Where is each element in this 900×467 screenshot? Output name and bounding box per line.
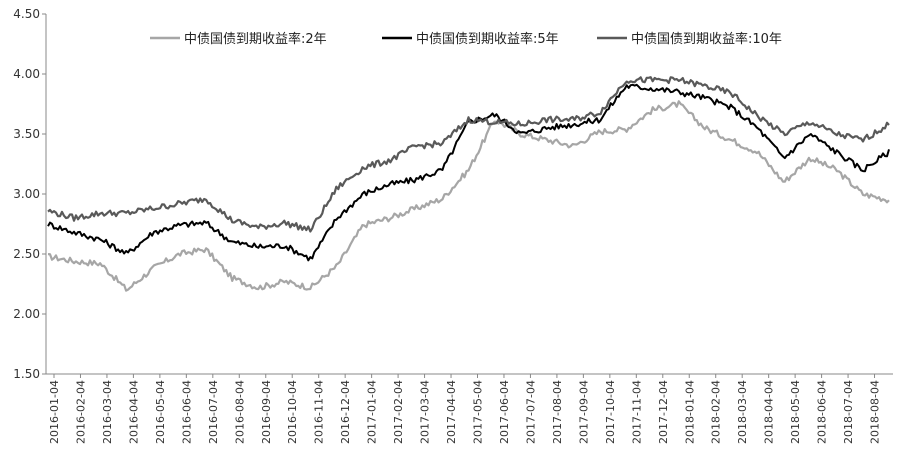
y-tick-label: 2.50 [13,247,40,261]
x-tick-label: 2016-08-04 [233,380,246,444]
x-tick-label: 2017-07-04 [524,380,537,444]
x-tick-label: 2018-05-04 [789,380,802,444]
y-tick-label: 4.00 [13,67,40,81]
y-tick-label: 2.00 [13,307,40,321]
x-tick-label: 2016-12-04 [339,380,352,444]
legend: 中债国债到期收益率:2年 中债国债到期收益率:5年 中债国债到期收益率:10年 [150,31,782,47]
x-tick-label: 2016-02-04 [74,380,87,444]
x-tick-label: 2018-01-04 [683,380,696,444]
x-tick-label: 2017-05-04 [472,380,485,444]
x-tick-labels: 2016-01-04 2016-02-04 2016-03-04 2016-04-04… [48,380,882,444]
x-tick-label: 2016-07-04 [207,380,220,444]
y-tick-label: 3.50 [13,127,40,141]
x-tick-label: 2017-08-04 [551,380,564,444]
legend-label-1: 中债国债到期收益率:2年 [184,31,327,47]
y-tick-labels: 1.50 2.00 2.50 3.00 3.50 4.00 4.50 [13,7,40,381]
x-tick-label: 2017-12-04 [657,380,670,444]
x-tick-label: 2016-09-04 [260,380,273,444]
x-tick-label: 2017-04-04 [445,380,458,444]
x-tick-label: 2018-04-04 [763,380,776,444]
x-tick-label: 2018-03-04 [736,380,749,444]
x-tick-label: 2017-09-04 [577,380,590,444]
x-tick-label: 2017-11-04 [630,380,643,444]
x-tick-label: 2017-01-04 [366,380,379,444]
x-tick-label: 2017-10-04 [604,380,617,444]
x-tick-label: 2016-11-04 [313,380,326,444]
x-tick-label: 2016-10-04 [286,380,299,444]
x-tick-label: 2017-03-04 [419,380,432,444]
x-tick-label: 2016-04-04 [127,380,140,444]
axes [42,13,893,378]
x-tick-label: 2017-02-04 [392,380,405,444]
x-tick-label: 2017-06-04 [498,380,511,444]
x-tick-label: 2016-01-04 [48,380,61,444]
series-lines [47,76,890,292]
x-tick-label: 2018-08-04 [869,380,882,444]
x-tick-label: 2016-03-04 [101,380,114,444]
y-tick-label: 1.50 [13,367,40,381]
y-tick-label: 3.00 [13,187,40,201]
series-line-3 [47,76,890,233]
x-tick-label: 2018-06-04 [816,380,829,444]
x-tick-label: 2016-06-04 [180,380,193,444]
x-tick-label: 2016-05-04 [154,380,167,444]
legend-label-2: 中债国债到期收益率:5年 [416,31,559,47]
x-tick-label: 2018-02-04 [710,380,723,444]
series-line-1 [47,100,890,292]
legend-label-3: 中债国债到期收益率:10年 [631,31,782,47]
x-tick-label: 2018-07-04 [842,380,855,444]
y-tick-label: 4.50 [13,7,40,21]
series-line-2 [47,83,890,262]
